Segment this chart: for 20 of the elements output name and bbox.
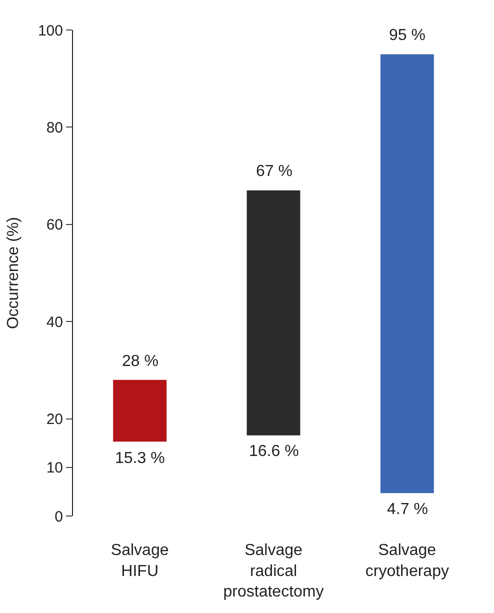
annotation: 4.7 %: [387, 501, 428, 518]
annotation: 67 %: [256, 163, 292, 180]
y-tick-label: 60: [46, 216, 63, 234]
y-tick-label: 100: [38, 22, 63, 40]
x-tick-label: Salvage radical prostatectomy: [223, 542, 324, 601]
y-tick-label: 10: [46, 460, 63, 477]
x-tick-label: Salvage cryotherapy: [365, 542, 449, 580]
annotation: 95 %: [389, 27, 426, 44]
y-tick-label: 40: [46, 314, 63, 331]
y-axis-title: Occurrence (%): [4, 216, 22, 330]
y-tick-label: 20: [46, 411, 63, 428]
bar: [380, 54, 434, 494]
bar: [246, 190, 300, 436]
x-tick-label: Salvage HIFU: [110, 542, 169, 580]
y-tick-label: 0: [54, 508, 63, 526]
annotation: 28 %: [122, 353, 158, 370]
annotation: 15.3 %: [115, 450, 165, 467]
bar: [113, 380, 167, 442]
annotation: 16.6 %: [249, 443, 299, 460]
y-tick-label: 80: [46, 119, 63, 136]
